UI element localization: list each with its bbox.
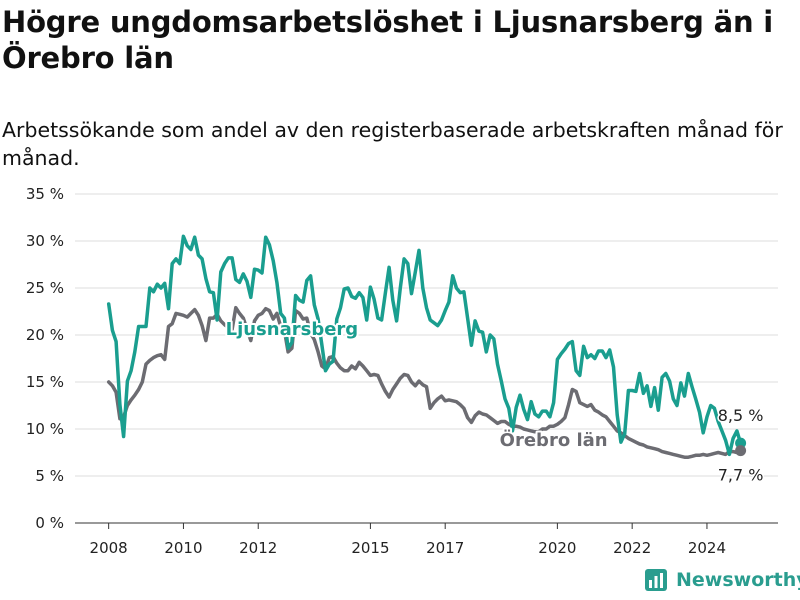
chart-subtitle: Arbetssökande som andel av den registerb… [2, 118, 783, 170]
line-chart: 0 % 5 % 10 % 15 % 20 % 25 % 30 % 35 % 2008 2010 20… [26, 185, 778, 557]
x-tick-label: 2024 [688, 539, 726, 557]
chart-title: Högre ungdomsarbetslöshet i Ljusnarsberg… [2, 5, 774, 75]
x-tick-label: 2015 [351, 539, 389, 557]
end-point-ljusnarsberg [735, 437, 747, 449]
series-label-ljusnarsberg: Ljusnarsberg [226, 319, 359, 340]
y-tick-label: 5 % [35, 467, 64, 485]
y-tick-label: 25 % [26, 279, 64, 297]
y-tick-label: 15 % [26, 373, 64, 391]
series-line-orebro-lan [106, 305, 743, 459]
x-tick-label: 2020 [538, 539, 576, 557]
end-value-label: 8,5 % [718, 406, 764, 425]
series-label-orebro-lan: Örebro län [500, 429, 608, 451]
x-tick-label: 2008 [90, 539, 128, 557]
logo-text: Newsworthy [676, 569, 800, 591]
y-tick-label: 30 % [26, 232, 64, 250]
end-point-orebro-lan [735, 445, 747, 457]
newsworthy-logo: Newsworthy [644, 568, 800, 592]
y-tick-label: 10 % [26, 420, 64, 438]
x-tick-label: 2017 [426, 539, 464, 557]
x-tick-label: 2010 [164, 539, 202, 557]
x-tick-label: 2022 [613, 539, 651, 557]
series-line-ljusnarsberg [106, 234, 743, 457]
y-tick-label: 20 % [26, 326, 64, 344]
y-tick-label: 0 % [35, 514, 64, 532]
x-tick-label: 2012 [239, 539, 277, 557]
y-tick-label: 35 % [26, 185, 64, 203]
end-value-label: 7,7 % [718, 466, 764, 485]
bar-chart-icon [645, 569, 667, 591]
